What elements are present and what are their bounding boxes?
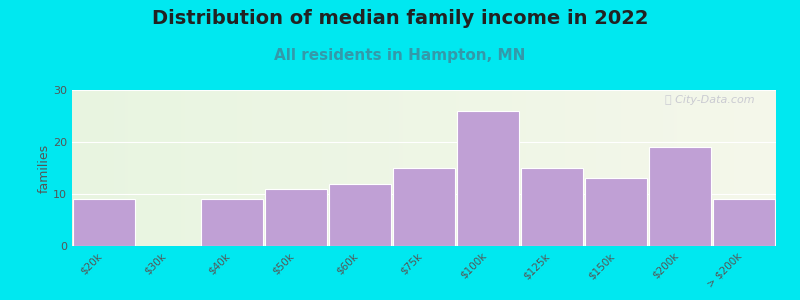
- Y-axis label: families: families: [38, 143, 50, 193]
- Bar: [265, 189, 327, 246]
- Bar: [329, 184, 391, 246]
- Bar: [521, 168, 583, 246]
- Text: Distribution of median family income in 2022: Distribution of median family income in …: [152, 9, 648, 28]
- Bar: [649, 147, 711, 246]
- Bar: [457, 111, 519, 246]
- Bar: [73, 199, 135, 246]
- Text: ⓘ City-Data.com: ⓘ City-Data.com: [666, 95, 755, 105]
- Bar: [201, 199, 263, 246]
- Text: All residents in Hampton, MN: All residents in Hampton, MN: [274, 48, 526, 63]
- Bar: [393, 168, 455, 246]
- Bar: [585, 178, 647, 246]
- Bar: [713, 199, 775, 246]
